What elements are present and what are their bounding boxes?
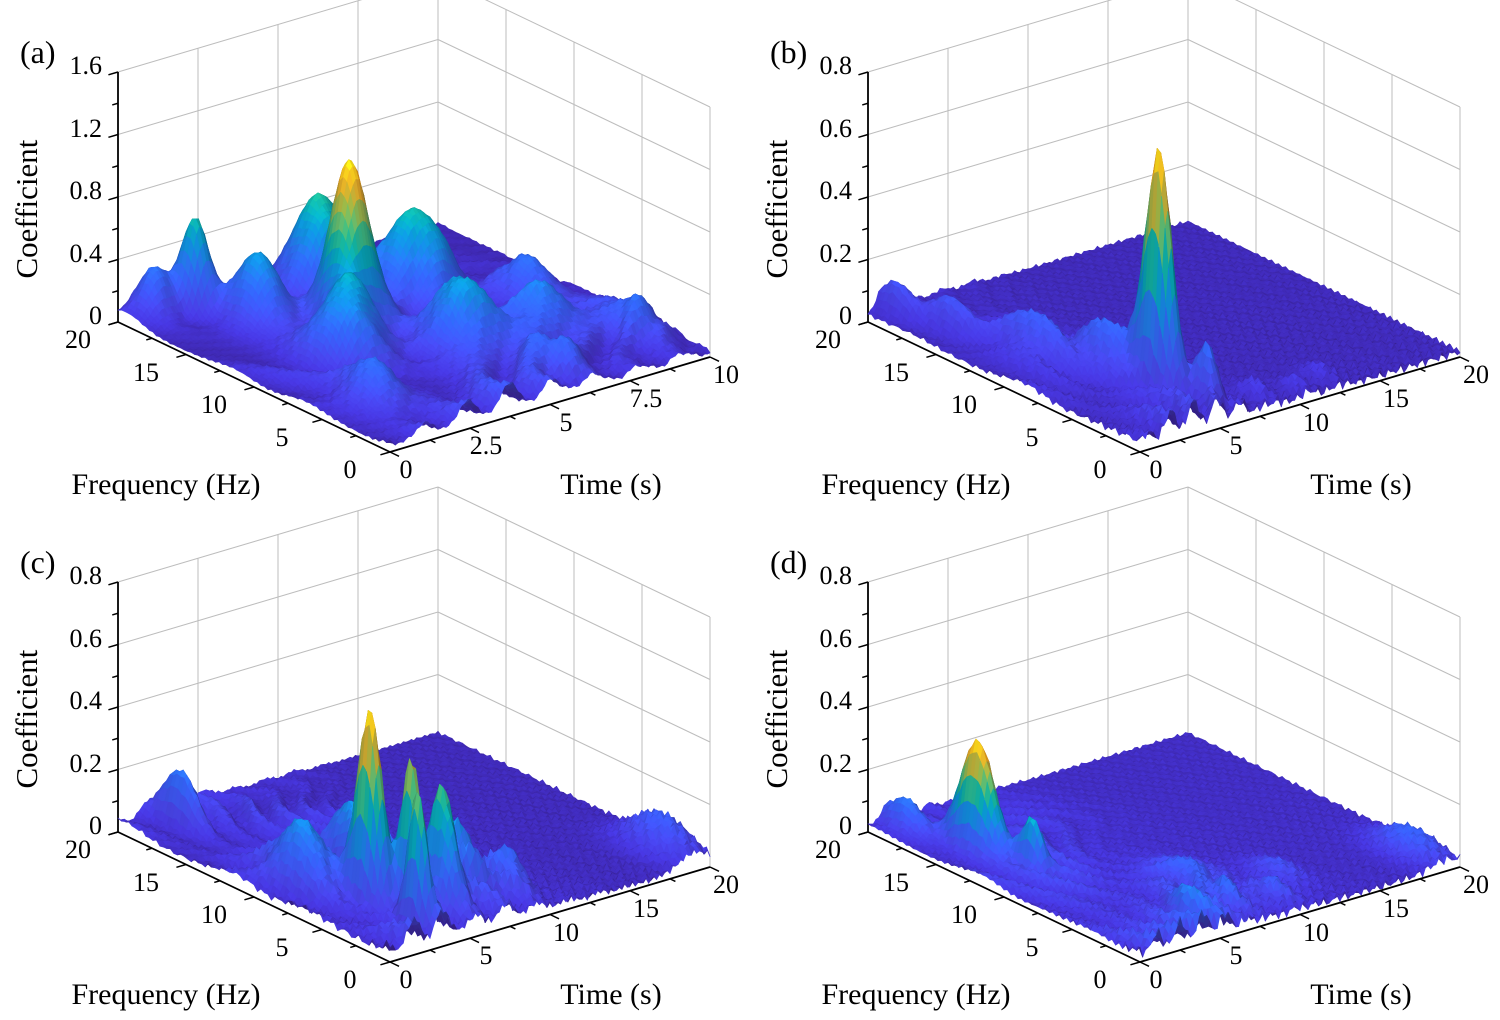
- freq-tick-label: 0: [1093, 965, 1107, 994]
- freq-tick-label: 15: [133, 867, 159, 897]
- time-axis-label: Time (s): [1310, 978, 1412, 1011]
- z-tick-label: 0: [89, 811, 102, 840]
- z-tick-label: 0.8: [819, 561, 853, 590]
- time-tick-label: 20: [713, 870, 739, 899]
- panel-letter: (a): [20, 34, 56, 70]
- time-tick-label: 20: [1463, 360, 1489, 389]
- time-tick-label: 10: [1303, 407, 1329, 437]
- freq-tick-label: 20: [65, 835, 91, 864]
- z-axis-label: Coefficient: [8, 139, 44, 279]
- z-tick-label: 0.6: [819, 113, 853, 143]
- panel-d: (d) Coefficient Frequency (Hz) Time (s) …: [750, 510, 1500, 1020]
- z-tick-label: 0.4: [819, 686, 853, 715]
- time-tick-label: 0: [399, 965, 413, 994]
- z-tick-label: 0.8: [819, 51, 853, 80]
- z-tick-label: 1.2: [69, 113, 103, 143]
- z-tick-label: 0: [839, 811, 852, 840]
- freq-tick-label: 10: [201, 390, 227, 419]
- time-axis-label: Time (s): [560, 978, 662, 1011]
- time-tick-label: 15: [1383, 893, 1409, 923]
- z-tick-label: 0: [89, 301, 102, 330]
- panel-b: (b) Coefficient Frequency (Hz) Time (s) …: [750, 0, 1500, 510]
- time-tick-label: 2.5: [469, 431, 503, 461]
- freq-tick-label: 0: [343, 965, 357, 994]
- freq-tick-label: 15: [883, 867, 909, 897]
- z-tick-label: 0.2: [819, 748, 853, 778]
- freq-tick-label: 10: [951, 390, 977, 419]
- freq-axis-label: Frequency (Hz): [821, 468, 1011, 501]
- freq-tick-label: 10: [201, 900, 227, 929]
- time-tick-label: 5: [1229, 431, 1243, 461]
- z-tick-label: 0.6: [819, 623, 853, 653]
- time-tick-label: 15: [633, 893, 659, 923]
- z-tick-label: 0.2: [69, 748, 103, 778]
- freq-tick-label: 20: [815, 835, 841, 864]
- time-tick-label: 0: [1149, 965, 1163, 994]
- time-tick-label: 10: [1303, 917, 1329, 947]
- z-tick-label: 0.4: [819, 176, 853, 205]
- time-tick-label: 5: [1229, 941, 1243, 971]
- freq-axis-label: Frequency (Hz): [71, 468, 261, 501]
- freq-tick-label: 20: [815, 325, 841, 354]
- time-tick-label: 5: [559, 407, 573, 437]
- time-tick-label: 20: [1463, 870, 1489, 899]
- z-tick-label: 0.4: [69, 238, 103, 268]
- freq-tick-label: 5: [275, 422, 289, 452]
- time-tick-label: 0: [399, 455, 413, 484]
- z-axis-label: Coefficient: [758, 649, 794, 789]
- time-tick-label: 7.5: [629, 383, 663, 413]
- freq-tick-label: 5: [1025, 422, 1039, 452]
- freq-tick-label: 10: [951, 900, 977, 929]
- freq-tick-label: 15: [133, 357, 159, 387]
- z-tick-label: 0.6: [69, 623, 103, 653]
- time-tick-label: 15: [1383, 383, 1409, 413]
- panel-letter: (c): [20, 544, 56, 580]
- freq-tick-label: 5: [275, 932, 289, 962]
- z-tick-label: 0.4: [69, 686, 103, 715]
- time-axis-label: Time (s): [1310, 468, 1412, 501]
- time-tick-label: 10: [553, 917, 579, 947]
- time-tick-label: 0: [1149, 455, 1163, 484]
- z-tick-label: 0: [839, 301, 852, 330]
- z-axis-label: Coefficient: [758, 139, 794, 279]
- freq-tick-label: 20: [65, 325, 91, 354]
- z-axis-label: Coefficient: [8, 649, 44, 789]
- freq-tick-label: 15: [883, 357, 909, 387]
- z-tick-label: 0.2: [819, 238, 853, 268]
- freq-axis-label: Frequency (Hz): [71, 978, 261, 1011]
- panel-letter: (b): [770, 34, 808, 70]
- freq-tick-label: 5: [1025, 932, 1039, 962]
- z-tick-label: 0.8: [69, 176, 103, 205]
- freq-tick-label: 0: [1093, 455, 1107, 484]
- z-tick-label: 1.6: [69, 51, 103, 80]
- z-tick-label: 0.8: [69, 561, 103, 590]
- panel-c: (c) Coefficient Frequency (Hz) Time (s) …: [0, 510, 750, 1020]
- time-axis-label: Time (s): [560, 468, 662, 501]
- panel-a: (a) Coefficient Frequency (Hz) Time (s) …: [0, 0, 750, 510]
- time-tick-label: 10: [713, 360, 739, 389]
- freq-tick-label: 0: [343, 455, 357, 484]
- panel-letter: (d): [770, 544, 808, 580]
- freq-axis-label: Frequency (Hz): [821, 978, 1011, 1011]
- time-tick-label: 5: [479, 941, 493, 971]
